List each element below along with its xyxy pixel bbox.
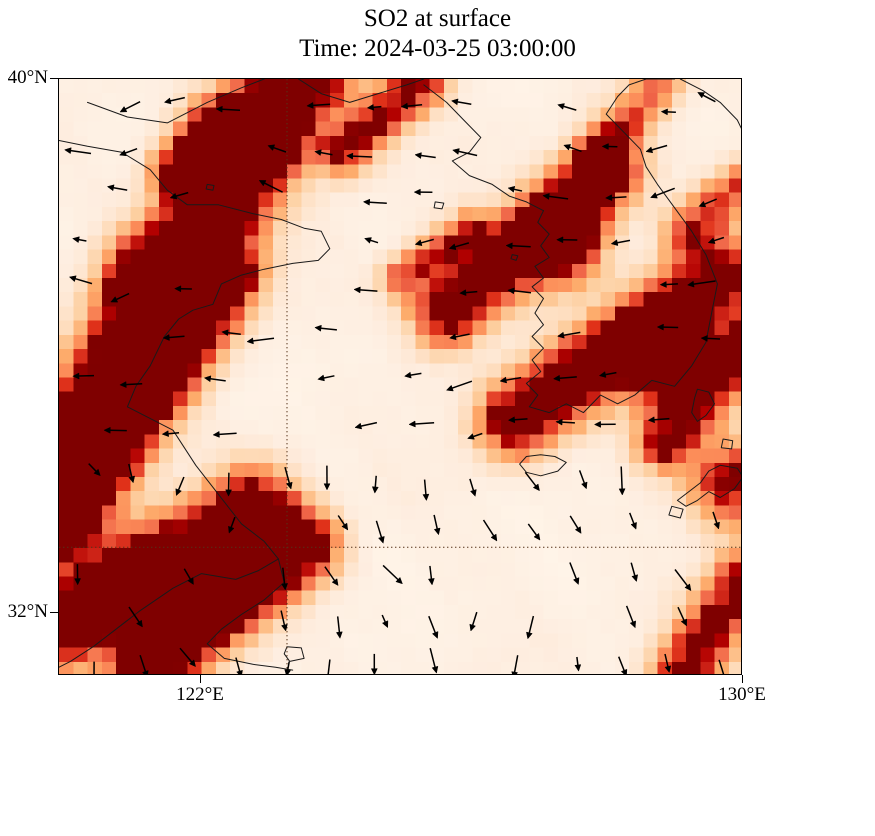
xtick-mark-122e	[199, 675, 201, 683]
xtick-mark-130e	[741, 675, 743, 683]
ytick-label-40n: 40°N	[7, 67, 48, 88]
ytick-label-32n: 32°N	[7, 601, 48, 622]
wind-vector-layer	[64, 92, 725, 674]
so2-heatmap-svg	[59, 79, 741, 674]
xtick-label-122e: 122°E	[176, 684, 224, 705]
colorbar[interactable]: SO2 (ppbv) 0.00.51.01.52.0	[0, 755, 875, 836]
page-title: SO2 at surface	[363, 5, 512, 32]
figure-title-block: SO2 at surface Time: 2024-03-25 03:00:00	[0, 4, 875, 64]
figure-subtitle-time: Time: 2024-03-25 03:00:00	[299, 35, 576, 62]
coastline-layer	[59, 79, 741, 671]
map-plot-area[interactable]	[58, 78, 742, 675]
ytick-mark-32n	[50, 611, 58, 613]
colorbar-svg	[0, 755, 875, 836]
xtick-label-130e: 130°E	[718, 684, 766, 705]
ytick-mark-40n	[50, 77, 58, 79]
heatmap-cell-layer	[59, 79, 741, 674]
